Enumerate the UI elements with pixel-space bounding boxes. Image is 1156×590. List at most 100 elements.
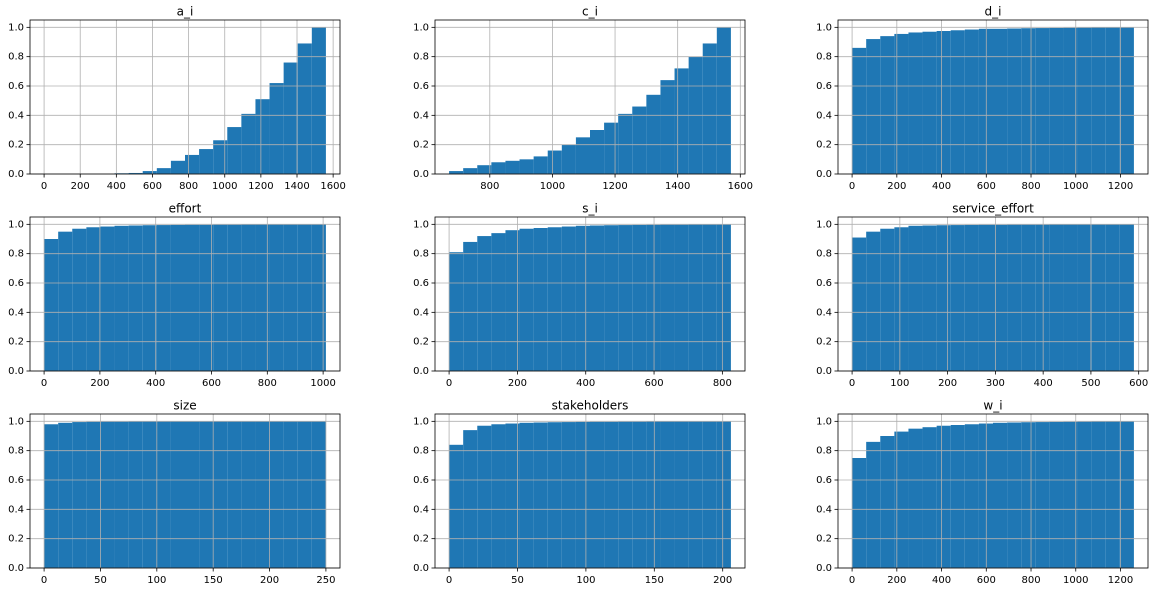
bar bbox=[297, 421, 312, 568]
bar bbox=[880, 436, 895, 568]
y-tick-label: 0.2 bbox=[816, 337, 832, 348]
bar bbox=[156, 421, 171, 568]
y-tick-label: 0.6 bbox=[816, 81, 832, 92]
bar bbox=[283, 224, 298, 371]
bar bbox=[604, 421, 619, 568]
x-tick-label: 600 bbox=[645, 378, 664, 389]
x-tick-label: 400 bbox=[107, 181, 126, 192]
bar bbox=[255, 421, 270, 568]
y-tick-label: 0.8 bbox=[8, 249, 24, 260]
bar bbox=[922, 225, 937, 371]
x-tick-label: 800 bbox=[258, 378, 277, 389]
bar bbox=[463, 168, 478, 174]
bar bbox=[1105, 27, 1120, 175]
x-tick-label: 50 bbox=[94, 575, 107, 586]
x-tick-label: 200 bbox=[887, 575, 906, 586]
bar bbox=[114, 421, 129, 568]
bar bbox=[1035, 28, 1050, 174]
bar bbox=[185, 421, 200, 568]
x-tick-label: 0 bbox=[41, 181, 47, 192]
bar bbox=[449, 252, 464, 371]
bar bbox=[618, 421, 633, 568]
bar bbox=[449, 171, 464, 174]
bar bbox=[1021, 28, 1036, 174]
bar bbox=[702, 43, 717, 174]
bar bbox=[993, 28, 1008, 174]
bar bbox=[1105, 224, 1120, 371]
bar bbox=[533, 228, 548, 371]
bar bbox=[604, 122, 619, 174]
bar bbox=[1077, 421, 1092, 568]
x-tick-label: 1400 bbox=[665, 181, 690, 192]
x-tick-label: 400 bbox=[146, 378, 165, 389]
x-tick-label: 100 bbox=[890, 378, 909, 389]
bar bbox=[269, 224, 284, 371]
y-tick-label: 0.2 bbox=[816, 534, 832, 545]
axes-frame bbox=[29, 216, 341, 372]
y-tick-label: 0.4 bbox=[816, 307, 832, 318]
bar bbox=[86, 227, 101, 371]
y-tick-label: 0.0 bbox=[8, 366, 24, 377]
bar bbox=[255, 224, 270, 371]
bar bbox=[128, 421, 143, 568]
bar bbox=[908, 428, 923, 568]
y-tick-label: 0.2 bbox=[413, 140, 429, 151]
bar bbox=[199, 224, 214, 371]
bar bbox=[533, 422, 548, 568]
x-tick-label: 100 bbox=[576, 575, 595, 586]
bar bbox=[227, 127, 242, 174]
bar bbox=[852, 237, 867, 371]
bar bbox=[964, 224, 979, 371]
bar bbox=[170, 421, 185, 568]
bar bbox=[213, 140, 228, 174]
y-tick-label: 0.4 bbox=[816, 110, 832, 121]
bar bbox=[852, 47, 867, 174]
bar bbox=[58, 231, 73, 371]
bar bbox=[936, 31, 951, 174]
bar bbox=[993, 224, 1008, 371]
x-tick-label: 1000 bbox=[540, 181, 565, 192]
y-tick-label: 0.8 bbox=[413, 52, 429, 63]
y-tick-label: 1.0 bbox=[8, 416, 24, 427]
bar bbox=[632, 421, 647, 568]
y-tick-label: 1.0 bbox=[8, 22, 24, 33]
y-tick-label: 0.2 bbox=[8, 337, 24, 348]
panel-title: stakeholders bbox=[552, 399, 629, 413]
panel-title: d_i bbox=[985, 5, 1002, 19]
bar bbox=[227, 421, 242, 568]
bar bbox=[477, 425, 492, 568]
bar bbox=[950, 30, 965, 175]
bar bbox=[880, 228, 895, 371]
bar bbox=[632, 106, 647, 174]
x-tick-label: 600 bbox=[977, 181, 996, 192]
bar bbox=[1007, 28, 1022, 174]
axes-frame bbox=[837, 413, 1149, 569]
bar bbox=[463, 241, 478, 371]
bar bbox=[590, 225, 605, 371]
bar bbox=[575, 421, 590, 568]
bar bbox=[646, 421, 661, 568]
y-tick-label: 0.4 bbox=[413, 504, 429, 515]
bar bbox=[241, 224, 256, 371]
bar bbox=[72, 422, 87, 568]
x-tick-label: 0 bbox=[446, 378, 452, 389]
x-tick-label: 1200 bbox=[602, 181, 627, 192]
bar bbox=[936, 225, 951, 371]
bar bbox=[1091, 224, 1106, 371]
bar bbox=[297, 224, 312, 371]
x-tick-label: 200 bbox=[887, 181, 906, 192]
panel-title: size bbox=[173, 399, 196, 413]
y-tick-label: 0.4 bbox=[413, 110, 429, 121]
y-tick-label: 0.2 bbox=[413, 534, 429, 545]
axes-frame bbox=[434, 216, 746, 372]
bar bbox=[269, 421, 284, 568]
bar bbox=[716, 27, 731, 175]
bar bbox=[894, 33, 909, 174]
bar bbox=[1049, 27, 1064, 175]
bar bbox=[993, 422, 1008, 568]
bar bbox=[547, 150, 562, 174]
y-tick-label: 0.8 bbox=[8, 52, 24, 63]
bar bbox=[283, 62, 298, 174]
x-tick-label: 600 bbox=[143, 181, 162, 192]
